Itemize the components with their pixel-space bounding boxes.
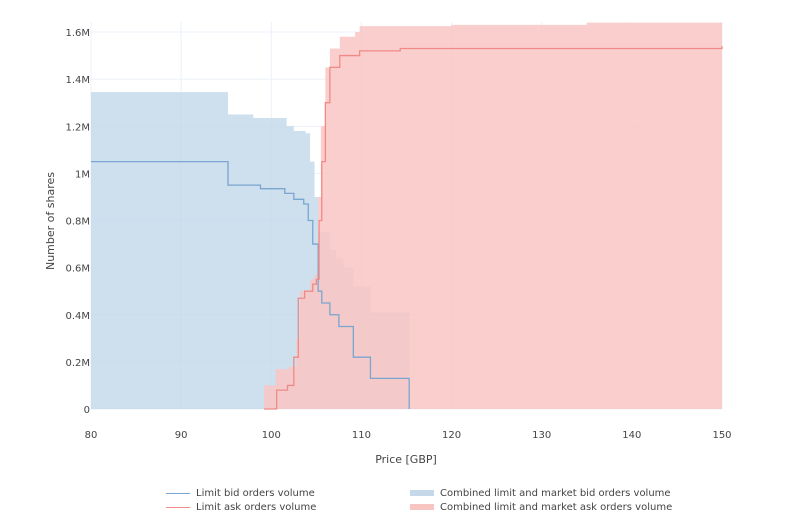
x-tick-label: 140 [622,430,641,441]
x-tick-label: 100 [262,430,281,441]
bid-limit-line [91,160,410,409]
legend-label: Limit ask orders volume [196,501,317,513]
y-axis-title: Number of shares [44,172,57,270]
x-tick-label: 130 [532,430,551,441]
y-tick-label: 0.2M [65,358,90,369]
x-tick-label: 90 [175,430,188,441]
bid-fill-swatch [410,490,434,496]
x-axis: 80 90 100 110 120 130 140 150 [85,430,732,441]
x-axis-title: Price [GBP] [375,453,437,466]
plot-area [91,22,723,410]
y-tick-label: 0 [84,405,90,416]
ask-combined-area [264,22,722,409]
ask-fill-swatch [410,504,434,510]
y-tick-label: 1.2M [65,122,90,133]
y-tick-label: 0.4M [65,311,90,322]
y-tick-label: 1.4M [65,75,90,86]
y-tick-label: 0.6M [65,264,90,275]
legend-item-ask-line[interactable]: Limit ask orders volume [166,500,316,514]
ask-limit-line [264,46,723,410]
legend-item-bid-line[interactable]: Limit bid orders volume [166,486,315,500]
y-tick-label: 1.6M [65,28,90,39]
legend-label: Limit bid orders volume [196,487,315,499]
bid-line-swatch [166,492,190,494]
x-tick-label: 150 [712,430,731,441]
x-tick-label: 110 [352,430,371,441]
y-tick-label: 0.8M [65,217,90,228]
ask-line-swatch [166,506,190,508]
legend-item-ask-fill[interactable]: Combined limit and market ask orders vol… [410,500,672,514]
y-tick-label: 1M [75,169,90,180]
legend-label: Combined limit and market ask orders vol… [440,501,673,513]
legend-item-bid-fill[interactable]: Combined limit and market bid orders vol… [410,486,671,500]
x-tick-label: 120 [442,430,461,441]
x-tick-label: 80 [85,430,98,441]
legend-label: Combined limit and market bid orders vol… [440,487,671,499]
y-axis: 0 0.2M 0.4M 0.6M 0.8M 1M 1.2M 1.4M 1.6M [65,28,90,416]
